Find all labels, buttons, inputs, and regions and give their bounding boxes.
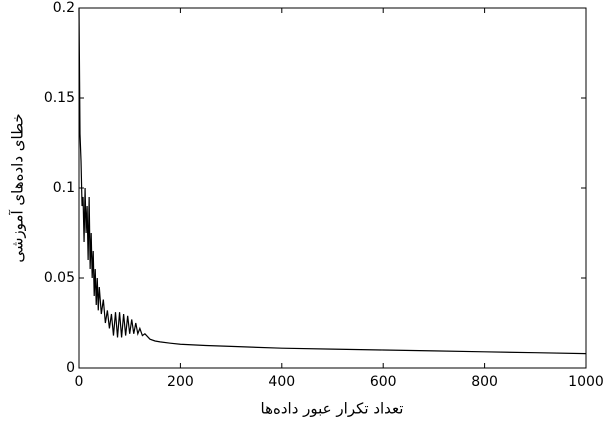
y-tick-label: 0.2 bbox=[53, 0, 75, 16]
y-tick-label: 0.1 bbox=[53, 180, 75, 196]
x-tick-label: 200 bbox=[167, 374, 194, 390]
plot-frame bbox=[78, 7, 587, 369]
x-tick-label: 400 bbox=[268, 374, 295, 390]
x-axis-label: تعداد تکرار عبور داده‌ها bbox=[261, 400, 404, 418]
data-line bbox=[78, 7, 587, 355]
y-tick-label: 0.15 bbox=[44, 90, 75, 106]
x-tick-label: 800 bbox=[471, 374, 498, 390]
x-tick-label: 600 bbox=[370, 374, 397, 390]
y-tick-label: 0 bbox=[66, 360, 75, 376]
x-tick-label: 1000 bbox=[568, 374, 604, 390]
x-tick-label: 0 bbox=[75, 374, 84, 390]
y-tick-label: 0.05 bbox=[44, 270, 75, 286]
y-axis-label: خطای داده‌های آموزشی bbox=[9, 113, 27, 262]
